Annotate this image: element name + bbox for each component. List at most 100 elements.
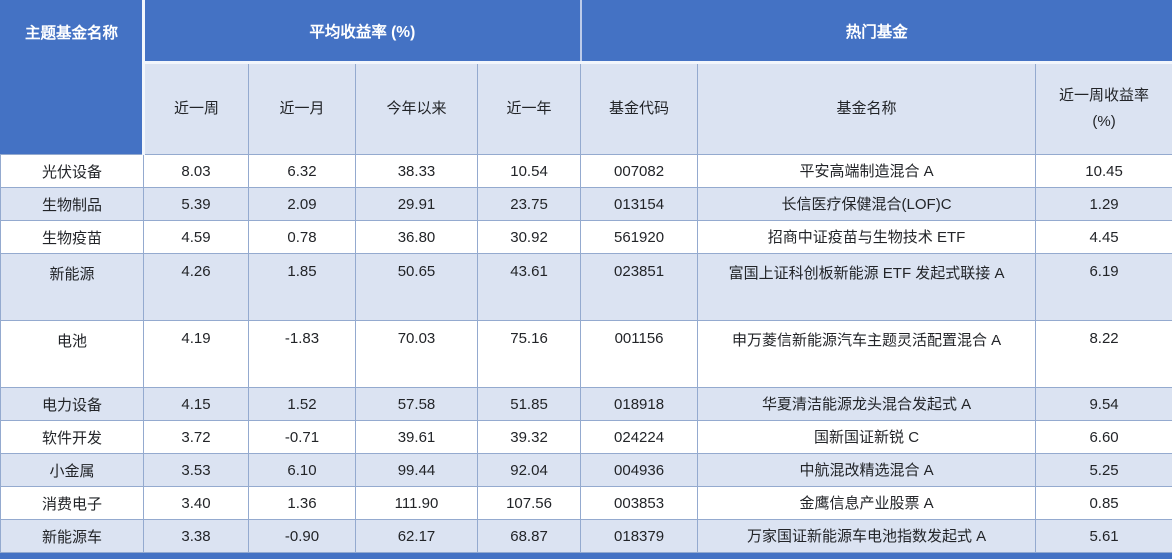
month-return-cell: 2.09 xyxy=(248,187,356,221)
month-return-cell: 1.36 xyxy=(248,486,356,520)
table-row: 生物疫苗 4.59 0.78 36.80 30.92 561920 招商中证疫苗… xyxy=(0,220,1172,254)
fund-name-cell: 华夏清洁能源龙头混合发起式 A xyxy=(697,387,1037,421)
ytd-return-cell: 50.65 xyxy=(355,253,478,321)
theme-cell: 电力设备 xyxy=(0,387,144,421)
table-row: 生物制品 5.39 2.09 29.91 23.75 013154 长信医疗保健… xyxy=(0,187,1172,221)
fund-code-cell: 004936 xyxy=(580,453,699,487)
year-return-cell: 30.92 xyxy=(476,220,582,254)
fund-code-cell: 001156 xyxy=(580,320,699,388)
table-bottom-border xyxy=(0,553,1172,559)
theme-cell: 消费电子 xyxy=(0,486,144,520)
year-return-cell: 68.87 xyxy=(476,519,582,553)
month-return-cell: 1.52 xyxy=(248,387,356,421)
ytd-return-cell: 62.17 xyxy=(355,519,478,553)
fund-week-return-cell: 8.22 xyxy=(1035,320,1172,388)
year-return-cell: 92.04 xyxy=(476,453,582,487)
theme-cell: 生物疫苗 xyxy=(0,220,144,254)
subheader-row: 近一周 近一月 今年以来 近一年 基金代码 基金名称 近一周收益率 (%) xyxy=(1,61,1172,155)
fund-name-cell: 申万菱信新能源汽车主题灵活配置混合 A xyxy=(697,320,1037,388)
ytd-return-cell: 99.44 xyxy=(355,453,478,487)
year-return-cell: 39.32 xyxy=(476,420,582,454)
month-return-cell: 6.10 xyxy=(248,453,356,487)
col-header-fund-name: 基金名称 xyxy=(697,61,1037,155)
week-return-cell: 8.03 xyxy=(143,154,249,188)
week-return-cell: 4.19 xyxy=(143,320,249,388)
theme-cell: 新能源车 xyxy=(0,519,144,553)
fund-code-cell: 024224 xyxy=(580,420,699,454)
week-return-cell: 3.53 xyxy=(143,453,249,487)
hot-funds-header: 热门基金 xyxy=(579,0,1172,63)
fund-name-cell: 中航混改精选混合 A xyxy=(697,453,1037,487)
month-return-cell: -1.83 xyxy=(248,320,356,388)
col-header-month: 近一月 xyxy=(248,61,356,155)
fund-week-return-cell: 5.25 xyxy=(1035,453,1172,487)
fund-week-return-cell: 5.61 xyxy=(1035,519,1172,553)
ytd-return-cell: 57.58 xyxy=(355,387,478,421)
table-row: 电池 4.19 -1.83 70.03 75.16 001156 申万菱信新能源… xyxy=(0,320,1172,388)
header-band-row: 主题基金名称 平均收益率 (%) 热门基金 xyxy=(0,0,1172,155)
fund-week-return-cell: 4.45 xyxy=(1035,220,1172,254)
week-return-cell: 3.40 xyxy=(143,486,249,520)
table-row: 新能源车 3.38 -0.90 62.17 68.87 018379 万家国证新… xyxy=(0,519,1172,553)
fund-table-body: 光伏设备 8.03 6.32 38.33 10.54 007082 平安高端制造… xyxy=(0,154,1172,553)
col-header-week: 近一周 xyxy=(143,61,249,155)
year-return-cell: 51.85 xyxy=(476,387,582,421)
fund-week-return-cell: 6.19 xyxy=(1035,253,1172,321)
week-return-cell: 3.72 xyxy=(143,420,249,454)
average-return-header: 平均收益率 (%) xyxy=(142,0,582,63)
ytd-return-cell: 38.33 xyxy=(355,154,478,188)
fund-week-return-cell: 9.54 xyxy=(1035,387,1172,421)
year-return-cell: 43.61 xyxy=(476,253,582,321)
fund-name-cell: 国新国证新锐 C xyxy=(697,420,1037,454)
year-return-cell: 107.56 xyxy=(476,486,582,520)
ytd-return-cell: 70.03 xyxy=(355,320,478,388)
week-return-cell: 4.26 xyxy=(143,253,249,321)
fund-name-cell: 金鹰信息产业股票 A xyxy=(697,486,1037,520)
theme-cell: 生物制品 xyxy=(0,187,144,221)
col-header-fund-code: 基金代码 xyxy=(580,61,699,155)
theme-cell: 软件开发 xyxy=(0,420,144,454)
theme-cell: 新能源 xyxy=(0,253,144,321)
col-header-year: 近一年 xyxy=(476,61,582,155)
week-return-cell: 5.39 xyxy=(143,187,249,221)
fund-code-cell: 023851 xyxy=(580,253,699,321)
fund-code-cell: 007082 xyxy=(580,154,699,188)
col-header-ytd: 今年以来 xyxy=(355,61,478,155)
table-row: 小金属 3.53 6.10 99.44 92.04 004936 中航混改精选混… xyxy=(0,453,1172,487)
fund-week-return-cell: 6.60 xyxy=(1035,420,1172,454)
table-row: 新能源 4.26 1.85 50.65 43.61 023851 富国上证科创板… xyxy=(0,253,1172,321)
month-return-cell: 6.32 xyxy=(248,154,356,188)
col-header-fund-week-return: 近一周收益率 (%) xyxy=(1035,61,1172,155)
fund-code-cell: 003853 xyxy=(580,486,699,520)
month-return-cell: -0.71 xyxy=(248,420,356,454)
fund-week-return-cell: 1.29 xyxy=(1035,187,1172,221)
theme-cell: 电池 xyxy=(0,320,144,388)
ytd-return-cell: 36.80 xyxy=(355,220,478,254)
year-return-cell: 23.75 xyxy=(476,187,582,221)
ytd-return-cell: 39.61 xyxy=(355,420,478,454)
table-row: 电力设备 4.15 1.52 57.58 51.85 018918 华夏清洁能源… xyxy=(0,387,1172,421)
fund-name-cell: 招商中证疫苗与生物技术 ETF xyxy=(697,220,1037,254)
fund-code-cell: 018379 xyxy=(580,519,699,553)
theme-cell: 光伏设备 xyxy=(0,154,144,188)
month-return-cell: 0.78 xyxy=(248,220,356,254)
table-row: 软件开发 3.72 -0.71 39.61 39.32 024224 国新国证新… xyxy=(0,420,1172,454)
fund-code-cell: 018918 xyxy=(580,387,699,421)
fund-week-return-cell: 0.85 xyxy=(1035,486,1172,520)
theme-fund-name-header: 主题基金名称 xyxy=(0,0,145,155)
ytd-return-cell: 29.91 xyxy=(355,187,478,221)
month-return-cell: -0.90 xyxy=(248,519,356,553)
week-return-cell: 4.59 xyxy=(143,220,249,254)
fund-name-cell: 长信医疗保健混合(LOF)C xyxy=(697,187,1037,221)
year-return-cell: 75.16 xyxy=(476,320,582,388)
fund-name-cell: 万家国证新能源车电池指数发起式 A xyxy=(697,519,1037,553)
fund-code-cell: 013154 xyxy=(580,187,699,221)
fund-week-return-cell: 10.45 xyxy=(1035,154,1172,188)
table-row: 光伏设备 8.03 6.32 38.33 10.54 007082 平安高端制造… xyxy=(0,154,1172,188)
fund-name-cell: 富国上证科创板新能源 ETF 发起式联接 A xyxy=(697,253,1037,321)
fund-code-cell: 561920 xyxy=(580,220,699,254)
fund-name-cell: 平安高端制造混合 A xyxy=(697,154,1037,188)
week-return-cell: 3.38 xyxy=(143,519,249,553)
